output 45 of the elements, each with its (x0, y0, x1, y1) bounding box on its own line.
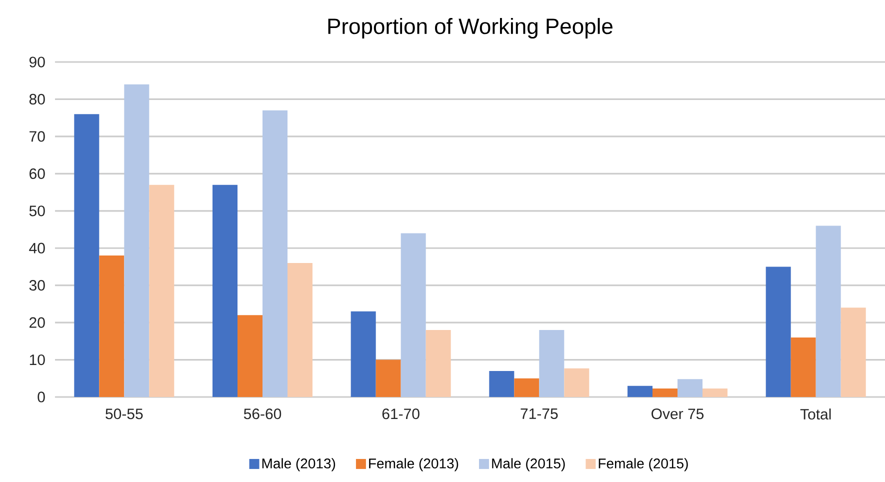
y-tick-label: 40 (29, 242, 45, 254)
bar (376, 360, 401, 397)
y-tick-label: 60 (30, 168, 45, 179)
y-tick-label: 0 (38, 392, 45, 402)
bar (238, 315, 263, 397)
bar (99, 256, 124, 397)
bar (350, 311, 376, 397)
x-tick-label: Over 75 (652, 408, 704, 420)
y-tick-label: 70 (30, 131, 45, 142)
y-tick-label: 80 (29, 94, 45, 105)
x-tick-label: 71-75 (520, 408, 558, 419)
bar (212, 184, 238, 397)
bar (539, 330, 564, 397)
bar (514, 378, 540, 397)
bar (124, 84, 150, 397)
y-tick-label: 90 (29, 56, 45, 68)
y-tick-label: 10 (30, 354, 45, 366)
bar (262, 110, 288, 397)
bar (564, 368, 590, 397)
legend-label: Male (2015) (492, 458, 565, 472)
x-tick-label: 61-70 (382, 408, 420, 420)
bar (678, 379, 703, 397)
y-tick-label: 50 (29, 206, 45, 216)
y-tick-label: 20 (30, 317, 45, 328)
bar (816, 226, 841, 397)
bar (840, 308, 866, 397)
y-tick-label: 30 (29, 280, 45, 291)
legend-label: Female (2013) (369, 458, 458, 472)
bar (426, 330, 451, 397)
bar (400, 233, 426, 397)
chart-title: Proportion of Working People (328, 18, 612, 38)
x-tick-label: 50-55 (106, 408, 143, 420)
bar (74, 114, 100, 397)
bar (628, 386, 653, 397)
x-tick-label: 56-60 (244, 408, 282, 420)
legend-label: Male (2013) (262, 458, 336, 472)
bar (652, 388, 678, 397)
legend-label: Female (2015) (598, 458, 688, 472)
bar (489, 370, 514, 397)
bar (790, 337, 816, 397)
bar (766, 266, 791, 397)
x-tick-label: Total (800, 408, 831, 420)
bar (288, 263, 313, 397)
bar (149, 184, 174, 397)
bar (702, 388, 728, 397)
